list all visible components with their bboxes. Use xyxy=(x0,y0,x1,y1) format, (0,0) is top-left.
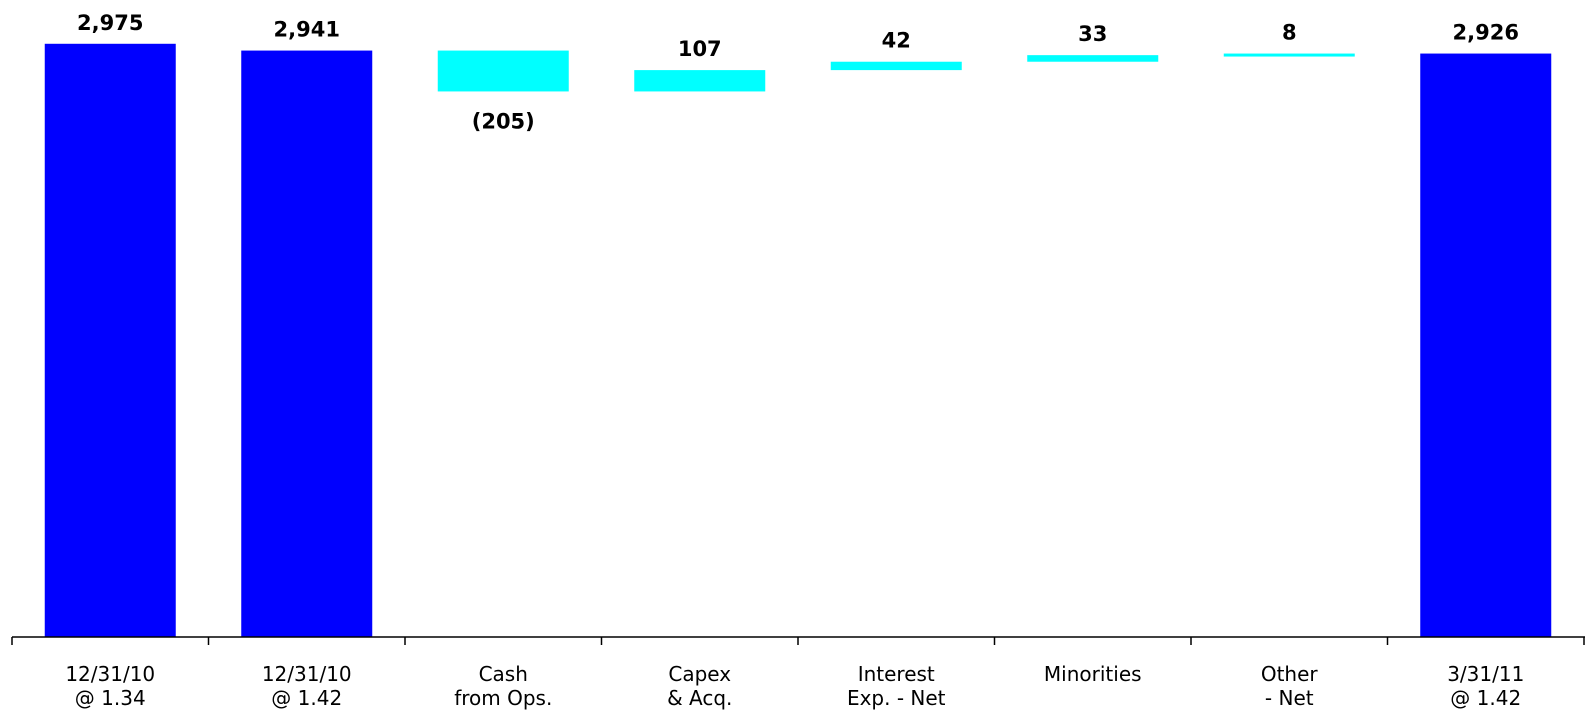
category-label-8: 3/31/11 @ 1.42 xyxy=(1447,662,1524,710)
value-label-2: 2,941 xyxy=(274,18,340,42)
category-label-7: Other - Net xyxy=(1261,662,1319,710)
category-line: - Net xyxy=(1265,686,1314,710)
category-line: @ 1.42 xyxy=(271,686,342,710)
bar-6 xyxy=(1027,55,1159,62)
category-label-1: 12/31/10 @ 1.34 xyxy=(65,662,155,710)
category-line: Interest xyxy=(858,662,935,686)
category-line: & Acq. xyxy=(667,686,732,710)
value-label-7: 8 xyxy=(1282,21,1297,45)
category-line: @ 1.42 xyxy=(1450,686,1521,710)
value-label-8: 2,926 xyxy=(1453,21,1519,45)
category-line: 12/31/10 xyxy=(262,662,352,686)
value-label-4: 107 xyxy=(678,37,722,61)
category-label-6: Minorities xyxy=(1044,662,1142,686)
category-label-4: Capex & Acq. xyxy=(667,662,732,710)
bar-3 xyxy=(437,50,569,92)
value-labels: 2,975 2,941 (205) 107 42 33 8 2,926 xyxy=(77,11,1519,134)
category-label-3: Cash from Ops. xyxy=(454,662,552,710)
bars-group xyxy=(44,43,1552,638)
bar-1 xyxy=(44,43,176,638)
value-label-5: 42 xyxy=(882,29,911,53)
category-line: from Ops. xyxy=(454,686,552,710)
category-label-5: Interest Exp. - Net xyxy=(847,662,946,710)
value-label-1: 2,975 xyxy=(77,11,143,35)
category-line: Minorities xyxy=(1044,662,1142,686)
value-label-6: 33 xyxy=(1078,22,1107,46)
bar-7 xyxy=(1223,53,1355,57)
category-label-2: 12/31/10 @ 1.42 xyxy=(262,662,352,710)
category-line: @ 1.34 xyxy=(75,686,146,710)
category-line: Cash xyxy=(479,662,528,686)
category-line: Exp. - Net xyxy=(847,686,946,710)
category-line: Other xyxy=(1261,662,1319,686)
bar-4 xyxy=(634,70,766,92)
category-line: 12/31/10 xyxy=(65,662,155,686)
category-line: 3/31/11 xyxy=(1447,662,1524,686)
bar-5 xyxy=(830,61,962,71)
x-axis xyxy=(11,636,1585,645)
bar-8 xyxy=(1420,53,1552,637)
category-line: Capex xyxy=(668,662,731,686)
value-label-3: (205) xyxy=(472,109,535,133)
bar-2 xyxy=(241,50,373,638)
